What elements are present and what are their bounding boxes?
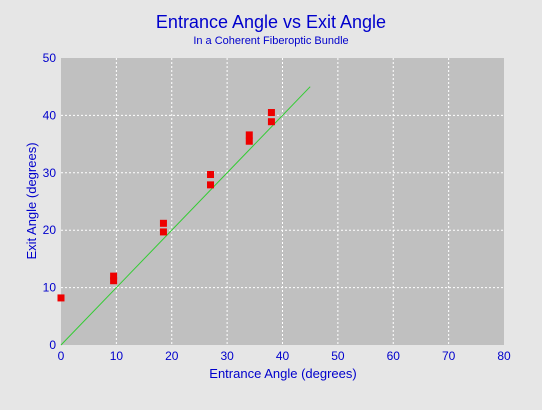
data-point	[110, 272, 118, 280]
axis-ticks: 0 10 20 30 40 50 60 70 80 0 10 20 30 40 50	[43, 51, 511, 363]
y-tick-label: 40	[43, 108, 57, 122]
y-tick-label: 30	[43, 166, 57, 180]
y-tick-label: 10	[43, 281, 57, 295]
reference-line	[60, 86, 311, 346]
data-point	[207, 181, 215, 189]
y-axis-label: Exit Angle (degrees)	[24, 142, 39, 259]
data-point	[267, 118, 275, 126]
chart-title: Entrance Angle vs Exit Angle	[156, 12, 386, 32]
chart-subtitle: In a Coherent Fiberoptic Bundle	[193, 35, 348, 47]
x-tick-label: 40	[276, 349, 290, 363]
data-point	[57, 294, 65, 302]
data-series	[57, 86, 311, 346]
data-point	[245, 137, 253, 145]
y-tick-label: 20	[43, 223, 57, 237]
x-tick-label: 20	[165, 349, 179, 363]
data-point	[267, 109, 275, 117]
x-tick-label: 80	[497, 349, 511, 363]
plot-area	[61, 58, 504, 345]
x-tick-label: 50	[331, 349, 345, 363]
data-point	[110, 277, 118, 285]
x-tick-label: 0	[58, 349, 65, 363]
y-tick-label: 50	[43, 51, 57, 65]
y-tick-label: 0	[49, 338, 56, 352]
x-axis-label: Entrance Angle (degrees)	[209, 366, 356, 381]
data-point	[159, 219, 167, 227]
x-tick-label: 30	[220, 349, 234, 363]
x-tick-label: 60	[387, 349, 401, 363]
data-point	[207, 171, 215, 179]
x-tick-label: 10	[110, 349, 124, 363]
data-point	[245, 131, 253, 139]
data-point	[159, 228, 167, 236]
x-tick-label: 70	[442, 349, 456, 363]
